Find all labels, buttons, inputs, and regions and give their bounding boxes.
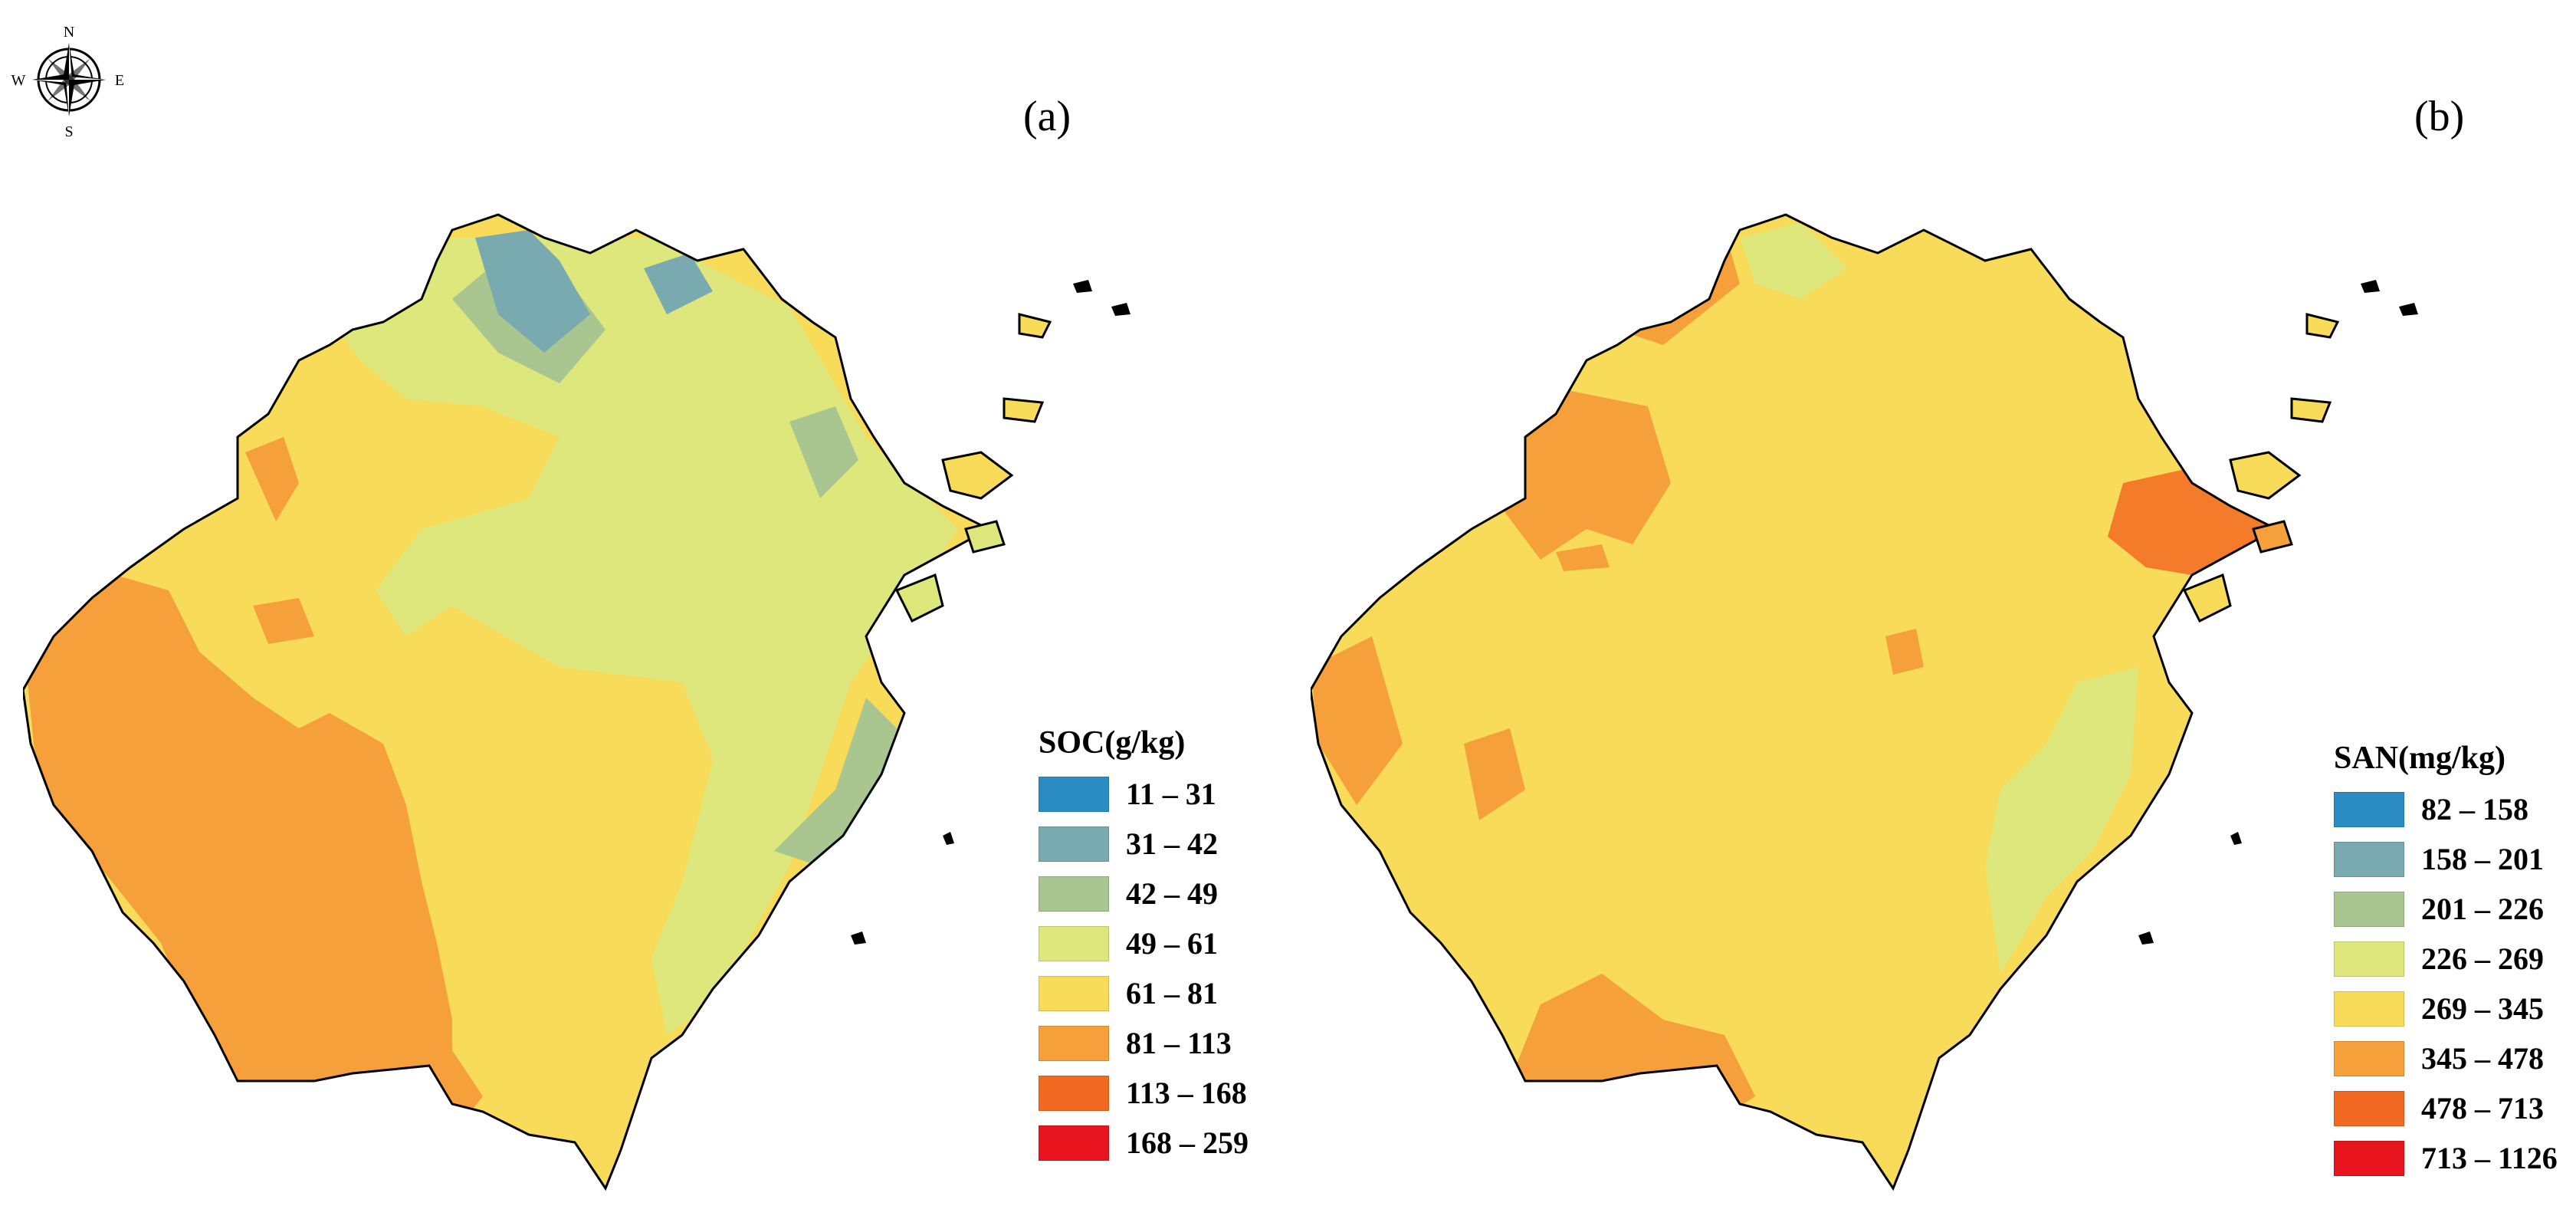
- legend-swatch: [1039, 975, 1109, 1011]
- legend-swatch: [2334, 991, 2404, 1027]
- legend-swatch: [1039, 1125, 1109, 1161]
- legend-range: 478 – 713: [2421, 1091, 2544, 1125]
- legend-item: 226 – 269: [2334, 934, 2558, 984]
- legend-swatch: [1039, 776, 1109, 812]
- map-san: [1311, 213, 2418, 1191]
- legend-item: 345 – 478: [2334, 1033, 2558, 1083]
- legend-item: 49 – 61: [1039, 918, 1249, 968]
- legend-swatch: [2334, 841, 2404, 877]
- map-soc: [23, 213, 1130, 1191]
- legend-swatch: [2334, 891, 2404, 927]
- legend-item: 31 – 42: [1039, 819, 1249, 869]
- legend-swatch: [2334, 1090, 2404, 1126]
- legend-item: 269 – 345: [2334, 984, 2558, 1033]
- legend-san: SAN(mg/kg) 82 – 158 158 – 201 201 – 226 226…: [2334, 740, 2558, 1183]
- legend-item: 478 – 713: [2334, 1083, 2558, 1133]
- legend-range: 201 – 226: [2421, 892, 2544, 926]
- legend-swatch: [1039, 1025, 1109, 1061]
- legend-range: 713 – 1126: [2421, 1141, 2558, 1175]
- legend-item: 61 – 81: [1039, 968, 1249, 1018]
- legend-range: 61 – 81: [1126, 976, 1218, 1010]
- legend-swatch: [1039, 876, 1109, 912]
- panel-label-a: (a): [1023, 93, 1071, 140]
- legend-items: 11 – 31 31 – 42 42 – 49 49 – 61 61 – 81 81 – …: [1039, 769, 1249, 1168]
- legend-swatch: [1039, 925, 1109, 961]
- legend-item: 42 – 49: [1039, 869, 1249, 918]
- legend-range: 345 – 478: [2421, 1041, 2544, 1076]
- legend-swatch: [1039, 1075, 1109, 1111]
- legend-swatch: [2334, 1140, 2404, 1176]
- legend-item: 168 – 259: [1039, 1118, 1249, 1168]
- legend-item: 81 – 113: [1039, 1018, 1249, 1068]
- legend-range: 269 – 345: [2421, 991, 2544, 1026]
- legend-item: 201 – 226: [2334, 884, 2558, 934]
- legend-range: 11 – 31: [1126, 777, 1216, 811]
- legend-swatch: [2334, 941, 2404, 977]
- legend-range: 113 – 168: [1126, 1076, 1247, 1110]
- legend-item: 713 – 1126: [2334, 1133, 2558, 1183]
- legend-swatch: [1039, 826, 1109, 862]
- legend-range: 49 – 61: [1126, 926, 1218, 961]
- compass-n: N: [64, 24, 74, 41]
- legend-title: SAN(mg/kg): [2334, 741, 2506, 776]
- legend-range: 226 – 269: [2421, 941, 2544, 976]
- legend-range: 31 – 42: [1126, 826, 1218, 861]
- legend-item: 11 – 31: [1039, 769, 1249, 819]
- legend-range: 168 – 259: [1126, 1125, 1249, 1160]
- legend-swatch: [2334, 1040, 2404, 1076]
- legend-item: 113 – 168: [1039, 1068, 1249, 1118]
- legend-item: 158 – 201: [2334, 834, 2558, 884]
- legend-title: SOC(g/kg): [1039, 725, 1186, 761]
- legend-range: 42 – 49: [1126, 876, 1218, 911]
- compass-rose-icon: N S E W: [8, 14, 130, 140]
- legend-range: 158 – 201: [2421, 842, 2544, 876]
- legend-item: 82 – 158: [2334, 784, 2558, 834]
- legend-soc: SOC(g/kg) 11 – 31 31 – 42 42 – 49 49 – 61 61…: [1039, 724, 1249, 1168]
- legend-items: 82 – 158 158 – 201 201 – 226 226 – 269 269 –…: [2334, 784, 2558, 1183]
- panel-label-b: (b): [2414, 93, 2465, 140]
- compass-s: S: [64, 123, 73, 136]
- compass-e: E: [115, 72, 124, 89]
- legend-range: 81 – 113: [1126, 1026, 1232, 1060]
- legend-range: 82 – 158: [2421, 792, 2528, 826]
- compass-w: W: [11, 72, 26, 89]
- legend-swatch: [2334, 791, 2404, 827]
